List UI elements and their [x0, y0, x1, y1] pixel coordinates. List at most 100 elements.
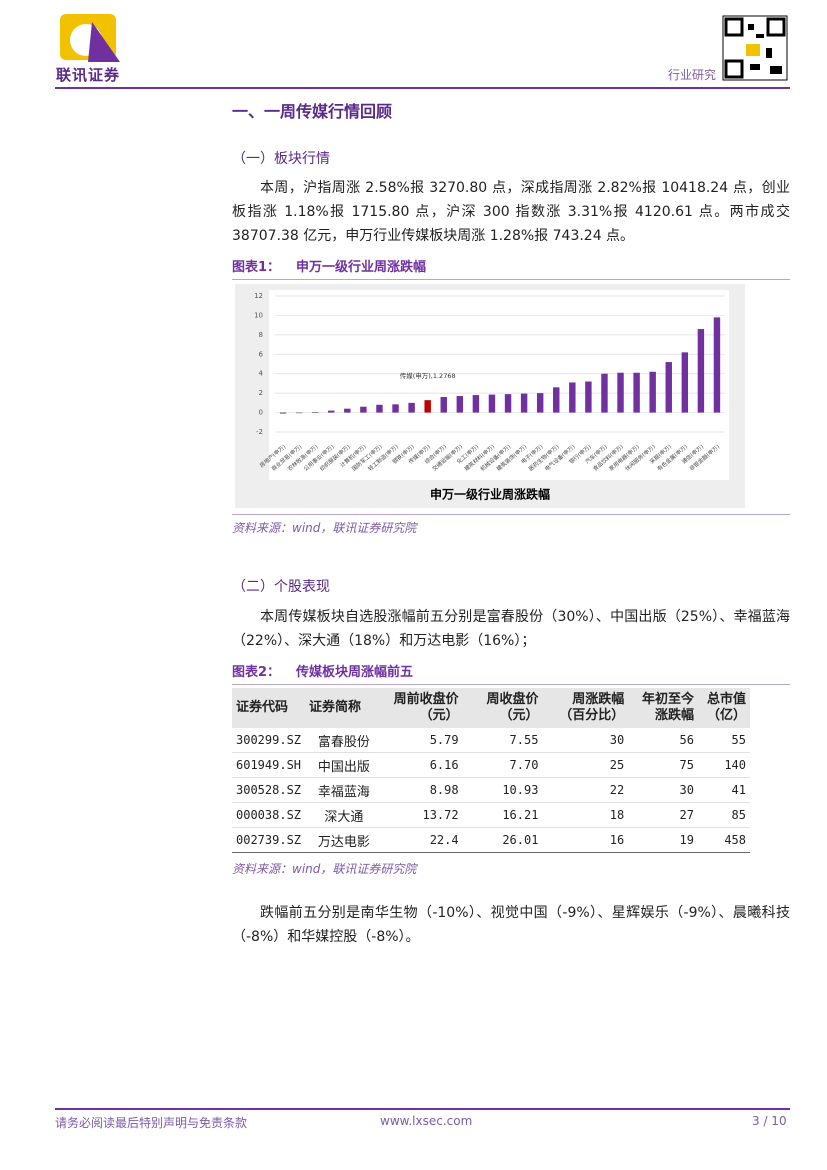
- bar: [311, 412, 319, 413]
- annotation: 传媒(申万),1.2768: [400, 371, 456, 380]
- bar: [681, 352, 689, 413]
- y-tick-label: 6: [259, 350, 264, 358]
- table-row: 002739.SZ 万达电影 22.4 26.01 16 19 458: [232, 827, 750, 853]
- paragraph: 本周，沪指周涨 2.58%报 3270.80 点，深成指周涨 2.82%报 10…: [232, 180, 790, 244]
- source: 资料来源：wind，联讯证券研究院: [232, 514, 790, 536]
- bar: [424, 400, 431, 413]
- chart-title: 申万一级行业周涨跌幅: [430, 487, 550, 502]
- subheading: （一）板块行情: [232, 151, 330, 167]
- bar: [279, 412, 287, 414]
- cell: 85: [697, 802, 750, 828]
- bar: [553, 387, 560, 413]
- cell: 300528.SZ: [232, 777, 306, 803]
- header-cell: 周涨跌幅 （百分比）: [542, 688, 629, 728]
- qr-code: [722, 15, 788, 81]
- figure-label: 图表2：: [232, 665, 281, 680]
- cell: 16: [542, 827, 629, 853]
- table-row: 000038.SZ 深大通 13.72 16.21 18 27 85: [232, 802, 750, 828]
- header-text: 周前收盘价: [393, 692, 459, 707]
- header-text: 总市值: [706, 692, 746, 707]
- y-tick-label: 0: [259, 409, 263, 417]
- bar: [649, 371, 656, 413]
- cell: 000038.SZ: [232, 802, 306, 828]
- figure-caption: 图表1： 申万一级行业周涨跌幅: [232, 256, 790, 280]
- paragraph: 本周传媒板块自选股涨幅前五分别是富春股份（30%）、中国出版（25%）、幸福蓝海…: [232, 609, 790, 649]
- footer-rule: [55, 1108, 790, 1110]
- bar: [665, 362, 672, 413]
- cell: 25: [542, 752, 629, 778]
- bar: [360, 406, 367, 413]
- y-tick-label: 4: [259, 370, 264, 378]
- header-graphics: [55, 14, 790, 89]
- header-text: 周收盘价: [486, 692, 539, 707]
- cell: 6.16: [382, 752, 463, 778]
- header-text: （元）: [499, 708, 539, 723]
- header-text: 周涨跌幅: [572, 692, 625, 707]
- cell: 13.72: [382, 802, 463, 828]
- cell: 26.01: [462, 827, 543, 853]
- cell: 19: [628, 827, 698, 853]
- cell: 7.55: [462, 728, 543, 753]
- header-cell: 周收盘价 （元）: [462, 688, 543, 728]
- table-row: 300528.SZ 幸福蓝海 8.98 10.93 22 30 41: [232, 777, 750, 803]
- bar: [408, 402, 415, 413]
- table-body: 300299.SZ 富春股份 5.79 7.55 30 56 55 601949.SH 中国出版…: [232, 728, 750, 853]
- cell: 56: [628, 728, 698, 753]
- figure-label: 图表1：: [232, 260, 281, 275]
- cell: 27: [628, 802, 698, 828]
- bar: [569, 382, 576, 413]
- bar: [504, 394, 512, 413]
- bar: [520, 393, 528, 413]
- table-row: 601949.SH 中国出版 6.16 7.70 25 75 140: [232, 752, 750, 778]
- cell: 5.79: [382, 728, 463, 753]
- cell: 中国出版: [305, 752, 383, 778]
- header-cell: 周前收盘价 （元）: [382, 688, 463, 728]
- subheading: （二）个股表现: [232, 579, 330, 595]
- table-row: 300299.SZ 富春股份 5.79 7.55 30 56 55: [232, 728, 750, 753]
- cell: 幸福蓝海: [305, 777, 383, 803]
- bar: [456, 396, 464, 413]
- cell: 16.21: [462, 802, 543, 828]
- bar: [328, 410, 335, 413]
- header-cell: 年初至今 涨跌幅: [628, 688, 698, 728]
- header-text: （百分比）: [559, 708, 625, 723]
- header-cell: 证券代码: [232, 688, 306, 728]
- header-cell: 证券简称: [305, 688, 383, 728]
- cell: 7.70: [462, 752, 543, 778]
- table-header: 证券代码 证券简称 周前收盘价 （元） 周收盘价 （元） 周涨跌幅 （百分比） 年初至今 涨跌幅总…: [232, 688, 750, 728]
- y-tick-label: 8: [259, 331, 263, 339]
- chart: 申万一级行业周涨跌幅 -2024681012房地产(申万)商业贸易(申万)农林牧…: [235, 284, 745, 508]
- cell: 30: [542, 728, 629, 753]
- caption: 传媒板块周涨幅前五: [296, 665, 414, 680]
- caption: 申万一级行业周涨跌幅: [296, 260, 427, 275]
- header-text: 证券代码: [236, 700, 289, 715]
- paragraph: 跌幅前五分别是南华生物（-10%）、视觉中国（-9%）、星辉娱乐（-9%）、晨曦…: [232, 905, 790, 945]
- header-text: 年初至今: [641, 692, 694, 707]
- y-tick-label: 2: [259, 389, 263, 397]
- cell: 8.98: [382, 777, 463, 803]
- cell: 30: [628, 777, 698, 803]
- bar: [601, 373, 608, 413]
- cell: 22: [542, 777, 629, 803]
- cell: 458: [697, 827, 750, 853]
- header-text: 证券简称: [309, 700, 362, 715]
- bar: [472, 395, 480, 413]
- section-label: 行业研究: [668, 68, 717, 82]
- cell: 深大通: [305, 802, 383, 828]
- cell: 55: [697, 728, 750, 753]
- cell: 10.93: [462, 777, 543, 803]
- cell: 601949.SH: [232, 752, 306, 778]
- bar: [440, 397, 447, 413]
- bar: [585, 381, 592, 413]
- cell: 22.4: [382, 827, 463, 853]
- cell: 300299.SZ: [232, 728, 306, 753]
- cell: 75: [628, 752, 698, 778]
- table: 证券代码 证券简称 周前收盘价 （元） 周收盘价 （元） 周涨跌幅 （百分比） 年初至今 涨跌幅总…: [232, 688, 750, 853]
- cell: 万达电影: [305, 827, 383, 853]
- source: 资料来源：wind，联讯证券研究院: [232, 862, 417, 876]
- bar: [536, 393, 544, 413]
- bar: [713, 317, 721, 413]
- title: 一、一周传媒行情回顾: [232, 102, 393, 121]
- header-text: 涨跌幅: [654, 708, 694, 723]
